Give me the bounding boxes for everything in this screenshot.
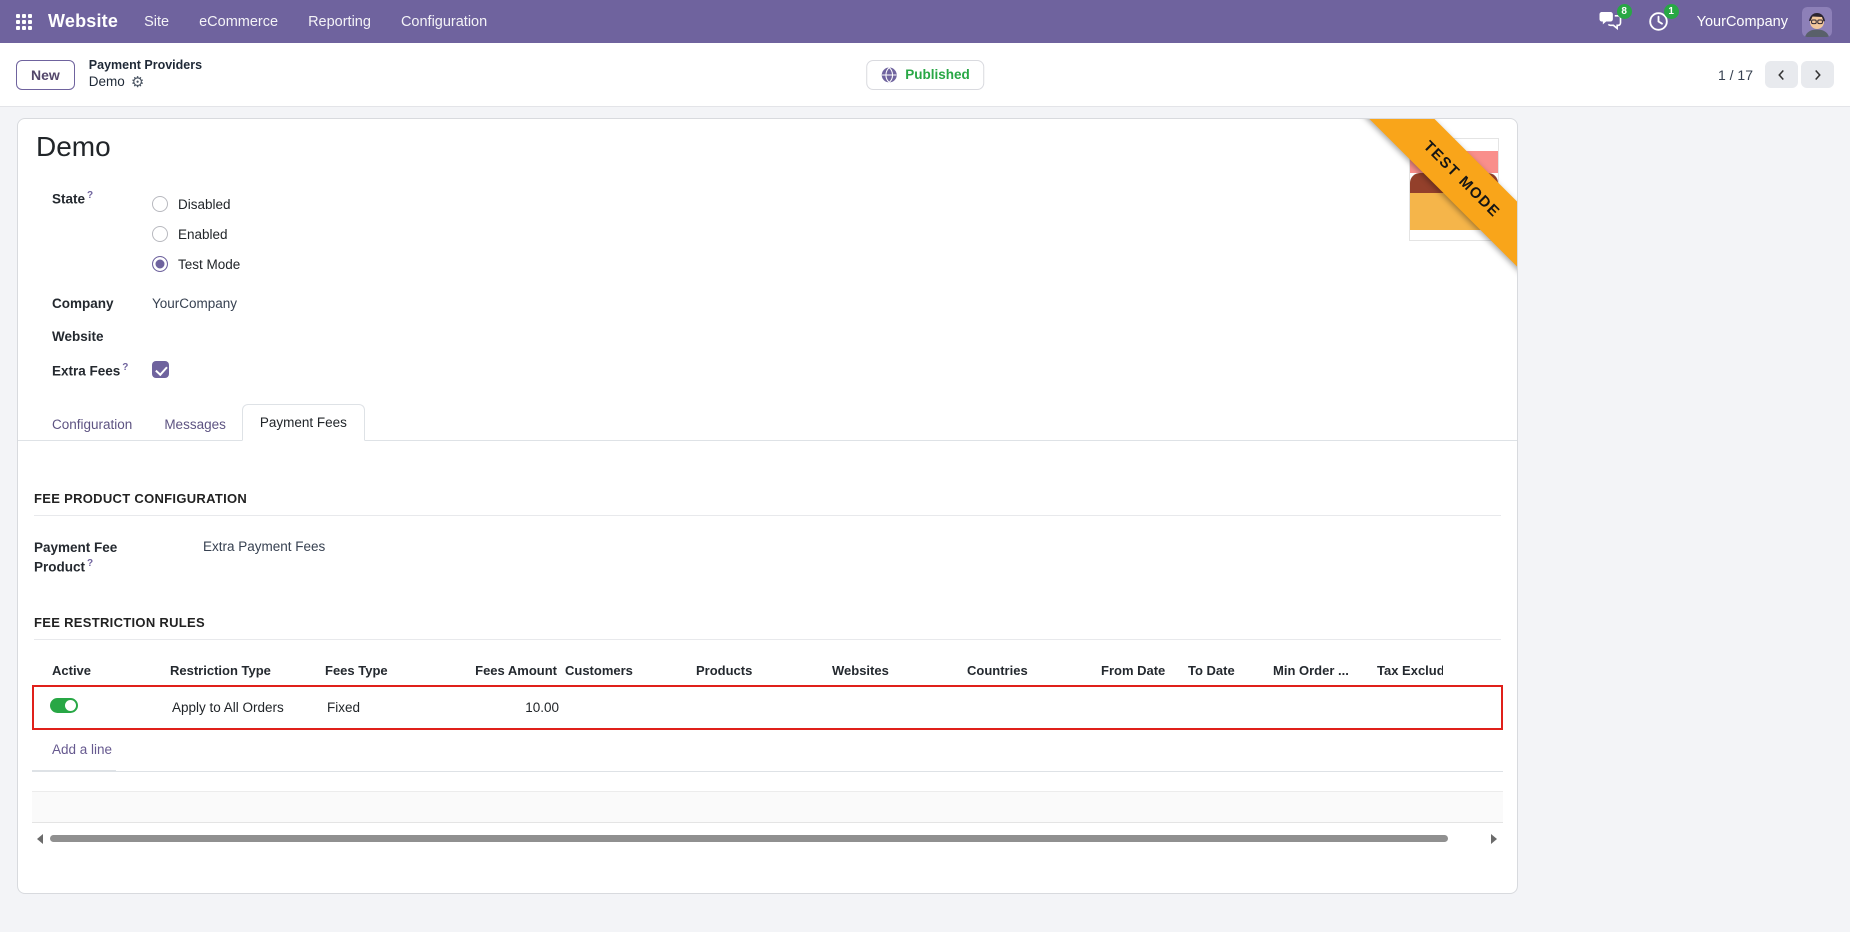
section-fee-restriction-rules: FEE RESTRICTION RULES [34,615,1501,640]
pager-count: 1 / 17 [1717,66,1753,83]
extra-fees-label: Extra Fees? [52,362,129,379]
company-switcher[interactable]: YourCompany [1696,13,1788,30]
fee-product-help-icon[interactable]: ? [87,558,94,570]
col-tax-excluded[interactable]: Tax Excluded [1377,662,1443,678]
company-label: Company [52,296,114,311]
record-title[interactable]: Demo [36,131,111,162]
pager-next-button[interactable] [1801,61,1834,88]
cell-fees-type[interactable]: Fixed [327,699,361,715]
messages-badge: 8 [1616,4,1632,19]
chevron-left-icon [1778,69,1784,80]
form-sheet: TEST MODE Demo State? Disabled Enabled T… [17,118,1518,894]
col-restriction-type[interactable]: Restriction Type [170,662,271,678]
user-avatar[interactable] [1802,6,1832,37]
control-panel: New Payment Providers Demo ⚙ Published 1… [0,43,1850,107]
state-option-enabled[interactable]: Enabled [152,219,692,249]
col-countries[interactable]: Countries [967,662,1028,678]
pager: 1 / 17 [1718,61,1834,88]
tab-payment-fees[interactable]: Payment Fees [241,404,365,441]
field-group-main: State? Disabled Enabled Test Mode Compan… [52,189,692,381]
radio-disabled[interactable] [152,196,168,212]
radio-test-mode[interactable] [152,256,168,272]
state-option-test-mode[interactable]: Test Mode [152,249,692,279]
menu-site[interactable]: Site [144,13,170,30]
table-header-row: Active Restriction Type Fees Type Fees A… [32,656,1503,685]
col-customers[interactable]: Customers [565,662,633,678]
cell-fees-amount[interactable]: 10.00 [525,699,559,715]
col-fees-type[interactable]: Fees Type [325,662,388,678]
ribbon-container: TEST MODE [1302,119,1517,334]
published-toggle[interactable]: Published [866,59,984,90]
col-to-date[interactable]: To Date [1188,662,1235,678]
col-active[interactable]: Active [52,662,92,678]
new-button[interactable]: New [16,59,75,90]
main-content: TEST MODE Demo State? Disabled Enabled T… [0,107,1850,894]
extra-fees-checkbox[interactable] [152,361,169,378]
tab-messages[interactable]: Messages [164,417,226,432]
state-help-icon[interactable]: ? [87,190,94,201]
fee-rules-table: Active Restriction Type Fees Type Fees A… [32,656,1503,772]
test-mode-ribbon: TEST MODE [1339,119,1517,302]
col-from-date[interactable]: From Date [1101,662,1166,678]
fee-product-label: Payment Fee Product? [34,540,118,575]
messages-icon[interactable]: 8 [1598,4,1632,32]
app-name[interactable]: Website [48,11,119,31]
extra-fees-help-icon[interactable]: ? [122,362,129,373]
menu-ecommerce[interactable]: eCommerce [199,13,279,30]
apps-grid-icon[interactable] [16,13,32,30]
col-products[interactable]: Products [696,662,753,678]
row-active-toggle[interactable] [50,698,78,714]
pager-previous-button[interactable] [1765,61,1798,88]
scroll-right-arrow-icon[interactable] [1491,834,1497,844]
col-websites[interactable]: Websites [832,662,889,678]
add-line-row: Add a line [32,730,1503,772]
globe-icon [881,66,897,83]
website-value[interactable] [152,328,692,345]
scrollbar-thumb[interactable] [50,835,1448,842]
fee-product-value[interactable]: Extra Payment Fees [203,539,326,554]
table-row[interactable]: Apply to All Orders Fixed 10.00 [32,684,1503,730]
gear-icon[interactable]: ⚙ [130,73,145,91]
notebook-tabs: Configuration Messages Payment Fees [18,403,1517,441]
tab-configuration[interactable]: Configuration [52,417,133,432]
state-radio-group: Disabled Enabled Test Mode [152,189,692,279]
top-navbar: Website Site eCommerce Reporting Configu… [0,0,1850,43]
chevron-right-icon [1815,69,1821,80]
col-fees-amount[interactable]: Fees Amount [475,662,557,678]
menu-configuration[interactable]: Configuration [400,13,488,30]
col-min-order[interactable]: Min Order ... [1273,662,1349,678]
breadcrumb-parent[interactable]: Payment Providers [88,58,203,73]
horizontal-scrollbar[interactable] [32,831,1503,847]
activities-icon[interactable]: 1 [1648,4,1679,32]
add-a-line-link[interactable]: Add a line [32,730,117,771]
breadcrumb-current: Demo [88,73,125,89]
activities-badge: 1 [1663,4,1679,19]
avatar-image [1802,6,1832,37]
state-option-disabled[interactable]: Disabled [152,189,692,219]
website-label: Website [52,329,104,344]
menu-reporting[interactable]: Reporting [308,13,371,30]
cell-restriction-type[interactable]: Apply to All Orders [172,699,284,715]
company-value[interactable]: YourCompany [152,296,238,311]
state-label: State? [52,190,94,207]
clock-icon [1648,12,1668,31]
list-footer-band [32,791,1503,823]
section-fee-product-configuration: FEE PRODUCT CONFIGURATION [34,491,1501,516]
breadcrumb: Payment Providers Demo ⚙ [89,58,202,91]
radio-enabled[interactable] [152,226,168,242]
published-label: Published [905,67,970,82]
fee-product-field: Payment Fee Product? Extra Payment Fees [34,538,634,577]
scroll-left-arrow-icon[interactable] [37,834,43,844]
